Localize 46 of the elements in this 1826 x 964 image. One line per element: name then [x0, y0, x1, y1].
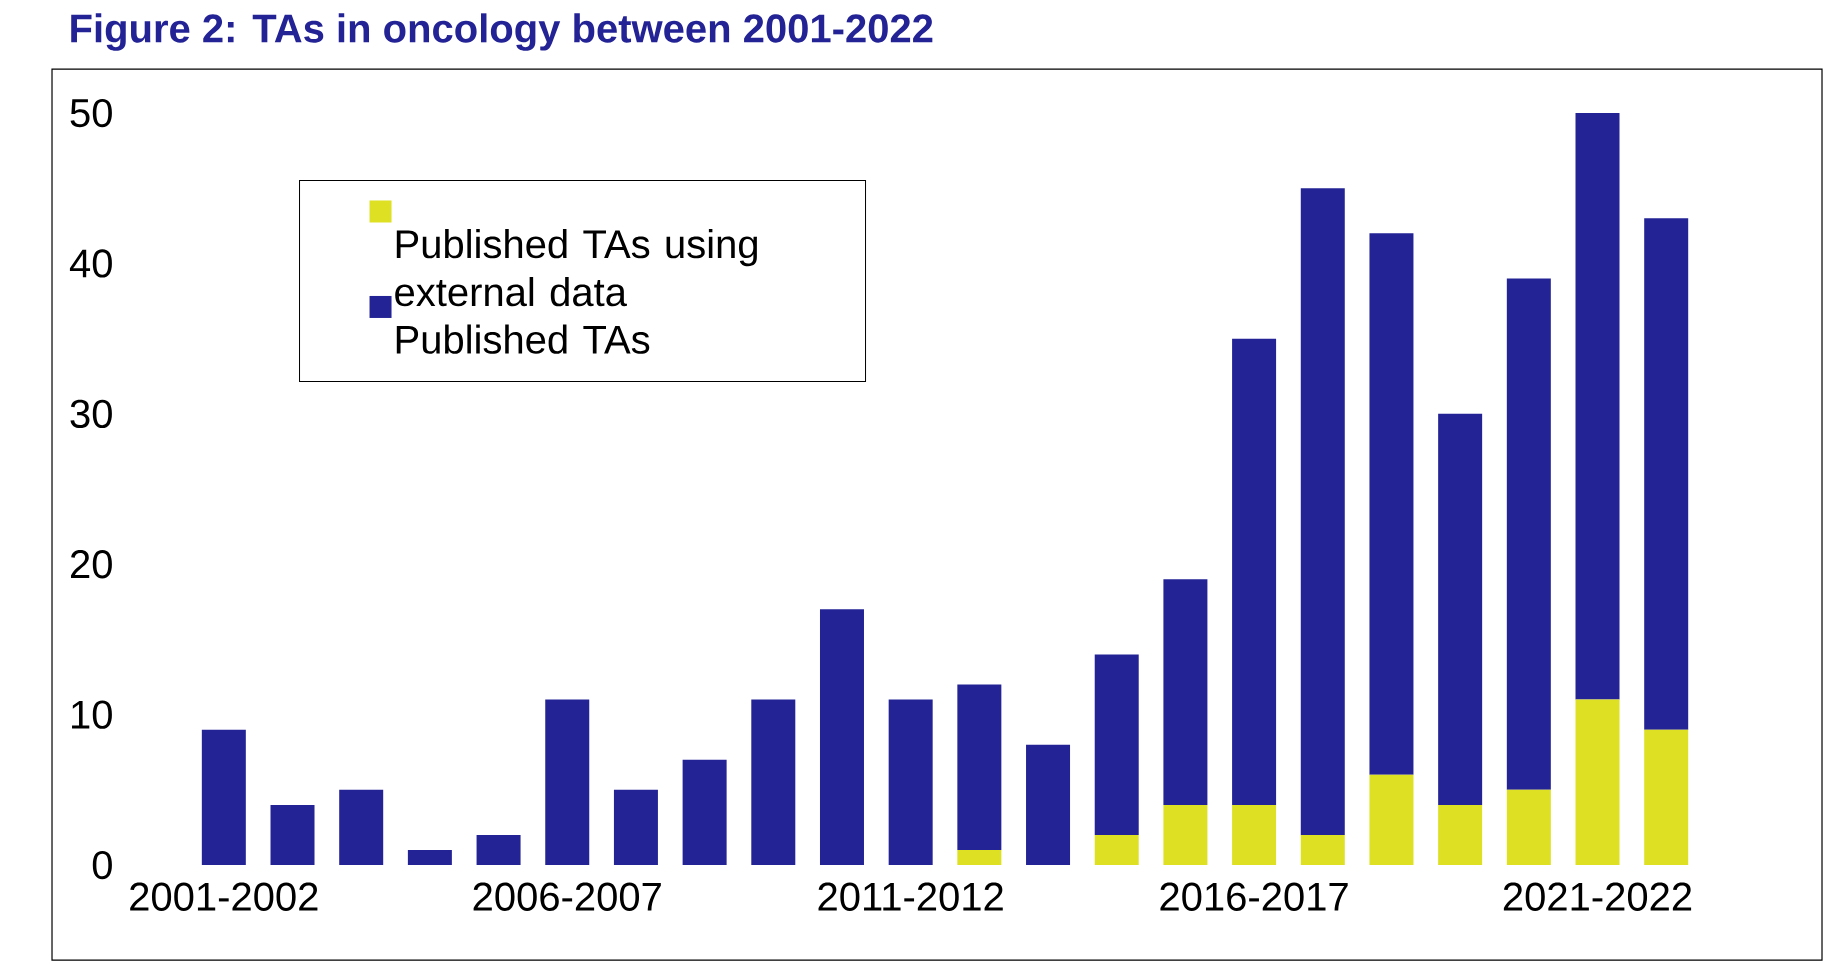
bar	[1163, 579, 1208, 805]
x-tick-label: 2021-2022	[1503, 882, 1692, 911]
x-tick-label: 2001-2002	[130, 882, 318, 911]
x-tick-label: 2006-2007	[473, 882, 661, 911]
y-tick-label: 30	[70, 399, 112, 428]
y-tick-label: 0	[92, 850, 112, 880]
bar	[1232, 804, 1277, 866]
bar	[1369, 774, 1414, 866]
bar	[957, 849, 1002, 866]
bar	[1438, 413, 1483, 805]
bar	[1506, 278, 1551, 790]
bar	[476, 834, 521, 866]
bar	[1369, 233, 1414, 775]
bar	[1232, 338, 1277, 805]
bar	[1163, 804, 1208, 866]
bar	[819, 609, 864, 866]
bar	[613, 789, 658, 866]
y-tick-label: 10	[72, 700, 112, 729]
y-tick-label: 20	[71, 550, 112, 579]
bar	[751, 699, 796, 866]
x-tick-label: 2016-2017	[1160, 882, 1348, 911]
chart-title: Figure 2: TAs in oncology between 2001-2022	[71, 13, 933, 51]
bar	[1575, 699, 1620, 866]
bar	[1644, 729, 1689, 866]
bar	[888, 699, 933, 866]
bar	[1300, 834, 1345, 866]
bar	[201, 729, 246, 866]
bar	[407, 849, 452, 866]
bar	[682, 759, 727, 866]
bar	[270, 804, 315, 866]
bar	[339, 789, 384, 866]
bar	[1575, 113, 1620, 700]
legend-label: Published TAs	[396, 324, 650, 354]
y-tick-label: 50	[70, 98, 112, 128]
bar	[1506, 789, 1551, 866]
legend-label: Published TAs using external data	[395, 228, 757, 307]
bar	[1300, 188, 1345, 835]
bar	[1644, 218, 1689, 730]
y-tick-label: 40	[69, 249, 112, 278]
x-tick-label: 2011-2012	[818, 882, 1003, 911]
bar	[1094, 654, 1139, 835]
bar	[1438, 804, 1483, 866]
bar	[545, 699, 590, 866]
bar	[957, 684, 1002, 850]
bar	[1026, 744, 1071, 866]
bar	[1094, 834, 1139, 866]
